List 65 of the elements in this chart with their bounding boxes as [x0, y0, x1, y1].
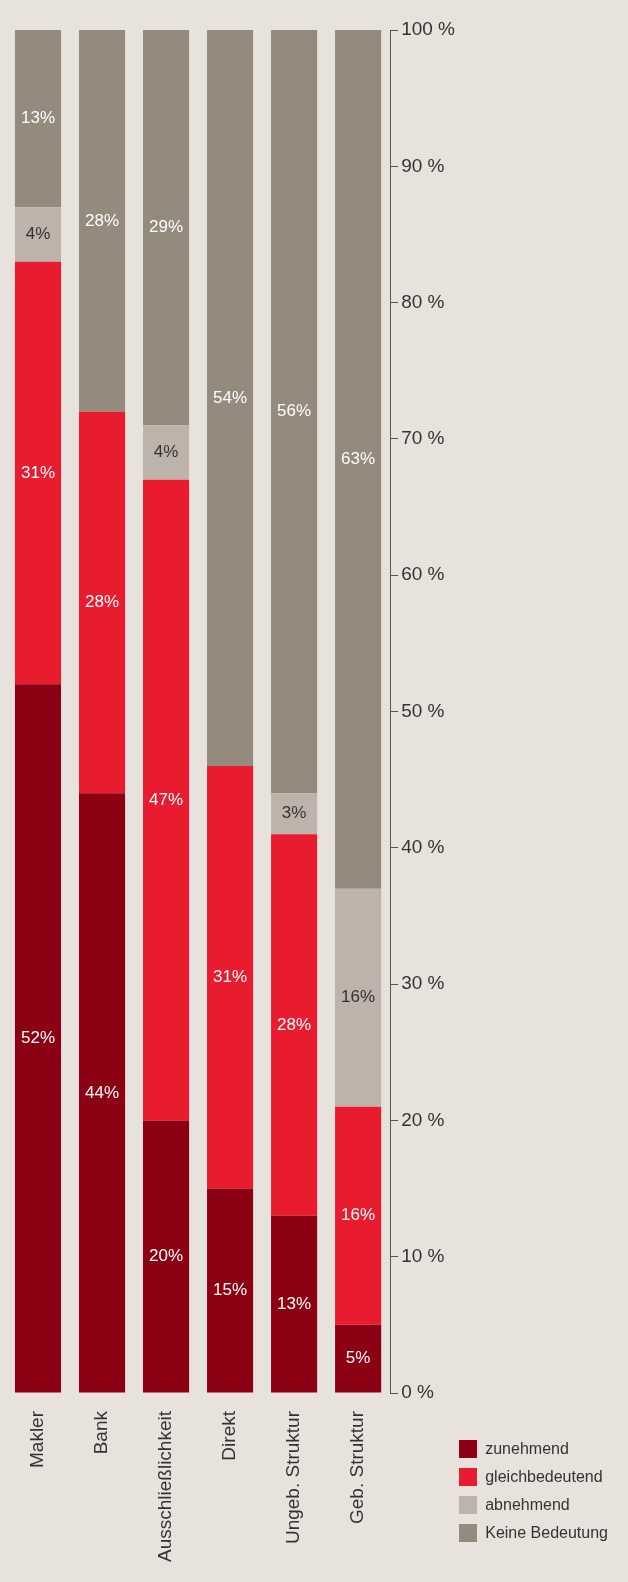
y-tick-label: 100 % — [401, 18, 456, 40]
data-label: 28% — [85, 592, 120, 612]
bar — [78, 793, 126, 1393]
x-tick-label: Ausschließlichkeit — [154, 1410, 176, 1562]
legend-label: Keine Bedeutung — [485, 1524, 608, 1542]
bar — [78, 30, 126, 412]
y-tick-label: 0 % — [401, 1381, 434, 1403]
y-tick-label: 10 % — [401, 1244, 445, 1266]
y-tick-label: 90 % — [401, 154, 445, 176]
data-label: 20% — [149, 1246, 184, 1266]
y-tick-label: 30 % — [401, 972, 445, 994]
bar — [143, 30, 190, 426]
legend-label: gleichbedeutend — [485, 1468, 603, 1486]
data-label: 16% — [341, 1205, 376, 1225]
bar — [335, 1106, 382, 1325]
data-label: 52% — [20, 1028, 56, 1048]
data-label: 63% — [341, 449, 376, 469]
data-label: 5% — [345, 1348, 371, 1368]
data-label: 47% — [149, 789, 184, 809]
y-tick-label: 50 % — [401, 699, 445, 721]
bar — [207, 30, 254, 767]
y-tick-label: 80 % — [401, 290, 445, 312]
bar — [78, 411, 126, 794]
bar — [143, 1120, 190, 1393]
bar — [207, 1188, 254, 1393]
y-tick-label: 60 % — [401, 563, 445, 585]
bar — [335, 30, 382, 889]
x-tick-label: Makler — [26, 1410, 48, 1469]
data-label: 4% — [153, 442, 179, 462]
data-label: 44% — [85, 1082, 120, 1102]
bar — [14, 684, 62, 1393]
x-tick-label: Bank — [90, 1410, 112, 1455]
bar — [14, 261, 62, 685]
x-tick-label: Ungeb. Struktur — [282, 1410, 304, 1545]
data-label: 31% — [213, 966, 248, 986]
data-label: 28% — [85, 210, 120, 230]
bar — [143, 479, 190, 1121]
legend-label: abnehmend — [485, 1496, 570, 1514]
bar — [335, 1324, 382, 1393]
data-label: 54% — [213, 387, 248, 407]
y-tick-label: 20 % — [401, 1108, 445, 1130]
bar — [335, 888, 382, 1107]
data-label: 15% — [213, 1280, 248, 1300]
data-label: 29% — [149, 217, 184, 237]
legend-label: zunehmend — [485, 1440, 569, 1458]
bar — [143, 425, 190, 480]
data-label: 56% — [277, 401, 312, 421]
x-tick-label: Geb. Struktur — [346, 1410, 368, 1524]
x-tick-label: Direkt — [218, 1410, 240, 1461]
data-label: 13% — [20, 108, 56, 128]
data-label: 31% — [20, 462, 56, 482]
y-tick-label: 70 % — [401, 427, 445, 449]
bar — [271, 30, 318, 794]
bar — [271, 834, 318, 1216]
bar — [207, 766, 254, 1189]
data-label: 16% — [341, 987, 376, 1007]
data-label: 3% — [281, 803, 307, 823]
bar — [14, 30, 62, 208]
y-tick-label: 40 % — [401, 836, 445, 858]
bar — [14, 207, 62, 262]
bar — [271, 793, 318, 835]
data-label: 28% — [277, 1014, 312, 1034]
data-label: 4% — [25, 224, 51, 244]
data-label: 13% — [277, 1293, 312, 1313]
bar — [271, 1215, 318, 1393]
